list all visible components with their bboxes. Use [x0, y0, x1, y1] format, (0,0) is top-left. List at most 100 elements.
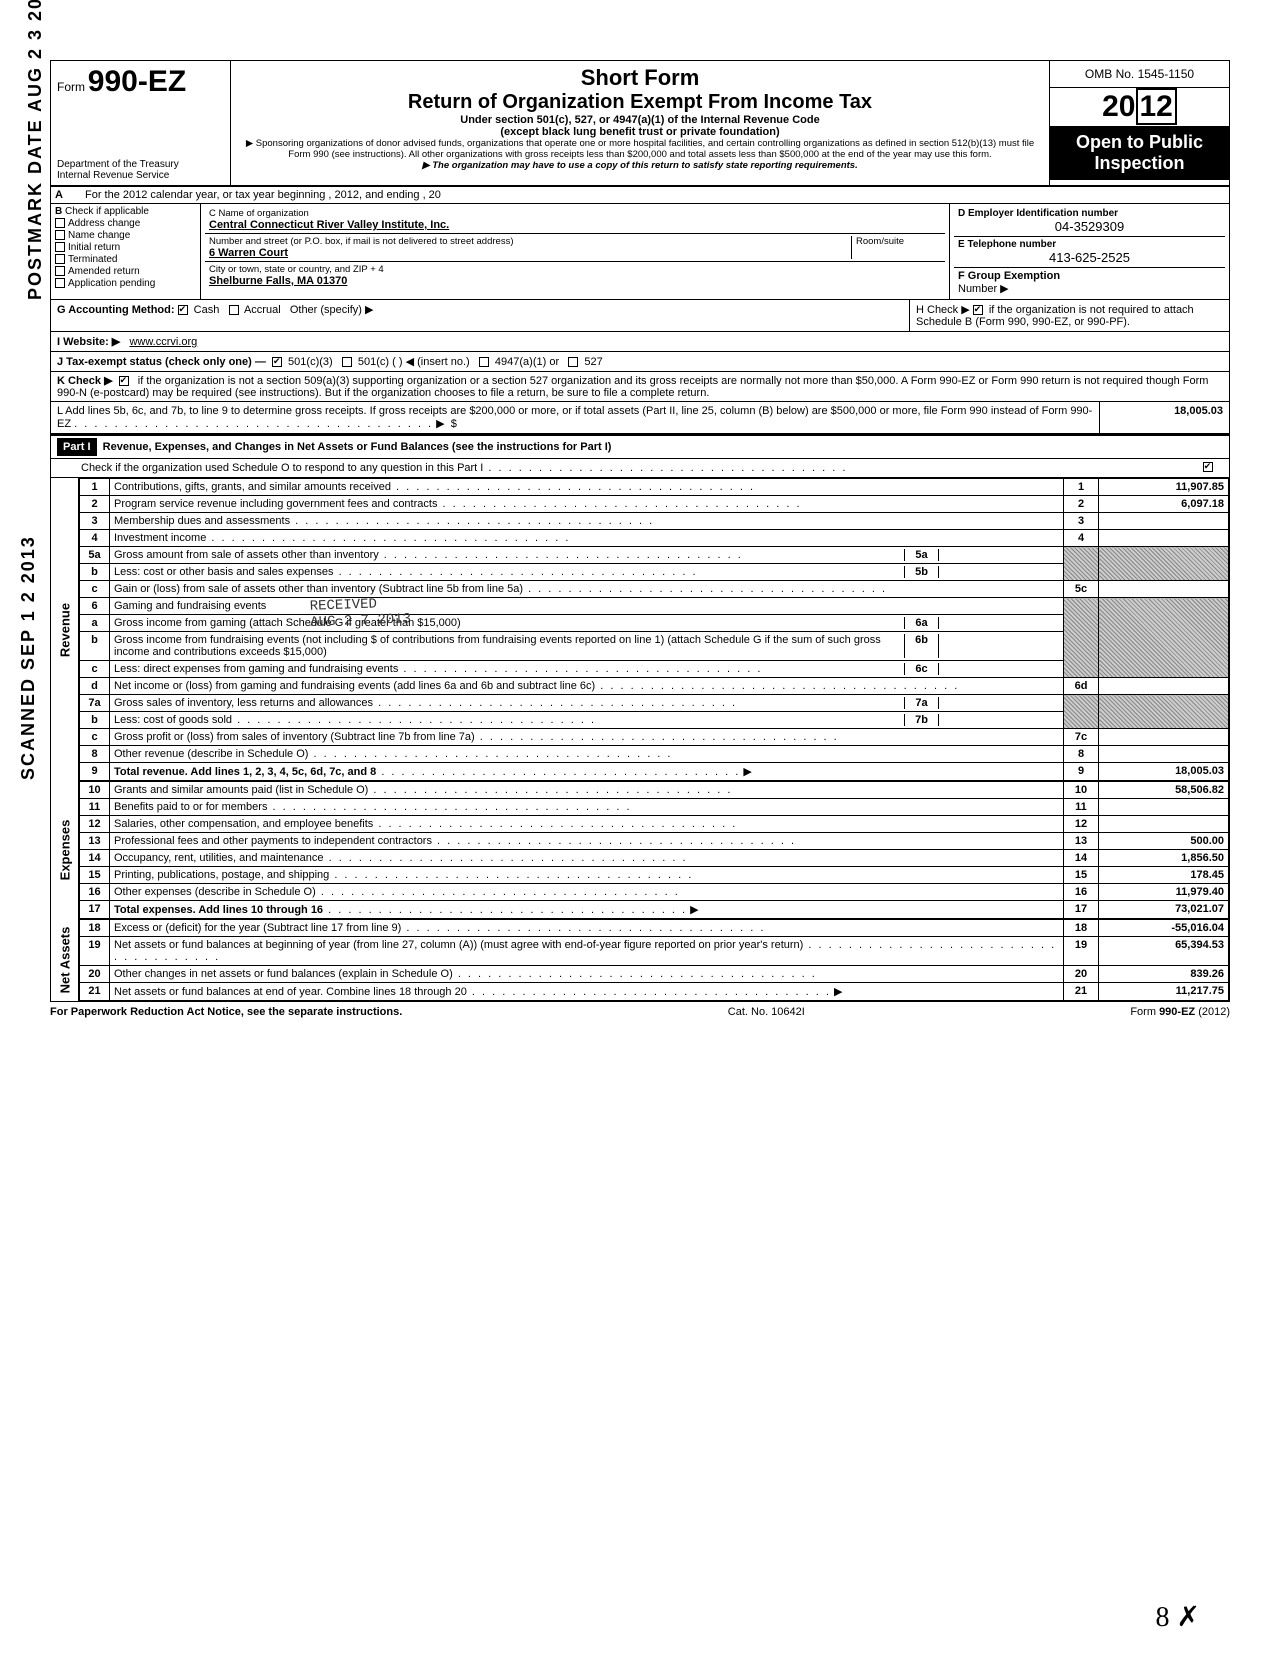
phone: 413-625-2525 — [958, 250, 1221, 265]
revenue-table: 1Contributions, gifts, grants, and simil… — [79, 478, 1229, 781]
cb-address-label: Address change — [68, 218, 140, 229]
form-number: 990-EZ — [88, 65, 186, 98]
open-line1: Open to Public — [1054, 132, 1225, 153]
cb-name[interactable] — [55, 230, 65, 240]
f-label2: Number ▶ — [958, 282, 1221, 295]
open-public-badge: Open to Public Inspection — [1050, 126, 1229, 180]
label-a: A — [51, 187, 81, 203]
s527-label: 527 — [584, 356, 602, 368]
l-amount: 18,005.03 — [1099, 402, 1229, 433]
street: 6 Warren Court — [209, 247, 851, 259]
handwritten-signature: 8 ✗ — [1156, 1600, 1200, 1634]
line-l: L Add lines 5b, 6c, and 7b, to line 9 to… — [51, 402, 1229, 434]
cb-501c[interactable] — [342, 357, 352, 367]
dept-label: Department of the Treasury — [57, 159, 224, 170]
org-name: Central Connecticut River Valley Institu… — [209, 219, 941, 231]
cb-pending-label: Application pending — [68, 278, 155, 289]
cb-cash[interactable] — [178, 305, 188, 315]
cb-initial-label: Initial return — [68, 242, 120, 253]
schedule-o-text: Check if the organization used Schedule … — [81, 462, 483, 474]
cb-4947[interactable] — [479, 357, 489, 367]
scanned-stamp: SCANNED SEP 1 2 2013 — [18, 535, 39, 780]
j-label: J Tax-exempt status (check only one) — — [57, 356, 266, 368]
footer-right: Form 990-EZ (2012) — [1130, 1006, 1230, 1018]
irs-label: Internal Revenue Service — [57, 170, 224, 181]
schedule-o-row: Check if the organization used Schedule … — [51, 459, 1229, 478]
copy-note: The organization may have to use a copy … — [239, 160, 1041, 171]
cb-accrual[interactable] — [229, 305, 239, 315]
d-label: D Employer Identification number — [958, 208, 1221, 219]
cb-pending[interactable] — [55, 278, 65, 288]
c-street-label: Number and street (or P.O. box, if mail … — [209, 236, 851, 247]
cb-amended-label: Amended return — [68, 266, 140, 277]
form-header: Form 990-EZ Department of the Treasury I… — [51, 61, 1229, 187]
section-def: D Employer Identification number 04-3529… — [949, 204, 1229, 299]
other-label: Other (specify) ▶ — [290, 304, 374, 316]
cb-address[interactable] — [55, 218, 65, 228]
c-label: 501(c) ( ) ◀ (insert no.) — [358, 356, 470, 368]
cash-label: Cash — [194, 304, 220, 316]
room-label: Room/suite — [851, 236, 941, 259]
line-k: K Check ▶ if the organization is not a s… — [51, 372, 1229, 402]
line-a-row: A For the 2012 calendar year, or tax yea… — [51, 187, 1229, 204]
cb-k[interactable] — [119, 376, 129, 386]
city: Shelburne Falls, MA 01370 — [209, 275, 941, 287]
accrual-label: Accrual — [244, 304, 281, 316]
ein: 04-3529309 — [958, 219, 1221, 234]
footer-center: Cat. No. 10642I — [728, 1006, 805, 1018]
k-label: K Check ▶ — [57, 375, 113, 387]
netassets-table: 18Excess or (deficit) for the year (Subt… — [79, 919, 1229, 1001]
section-b: B Check if applicable Address change Nam… — [51, 204, 201, 299]
cb-schedule-o[interactable] — [1203, 462, 1213, 472]
cb-527[interactable] — [568, 357, 578, 367]
subtitle-1: Under section 501(c), 527, or 4947(a)(1)… — [239, 114, 1041, 126]
cb-initial[interactable] — [55, 242, 65, 252]
line-j: J Tax-exempt status (check only one) — 5… — [51, 352, 1229, 372]
sponsor-note: Sponsoring organizations of donor advise… — [239, 138, 1041, 160]
cb-terminated-label: Terminated — [68, 254, 117, 265]
title-short-form: Short Form — [239, 65, 1041, 91]
cb-amended[interactable] — [55, 266, 65, 276]
cb-terminated[interactable] — [55, 254, 65, 264]
form-prefix: Form — [57, 80, 85, 94]
i-label: I Website: ▶ — [57, 336, 120, 348]
line-i: I Website: ▶ www.ccrvi.org — [51, 332, 1229, 352]
subtitle-2: (except black lung benefit trust or priv… — [239, 126, 1041, 138]
k-text: if the organization is not a section 509… — [57, 375, 1208, 399]
header-center: Short Form Return of Organization Exempt… — [231, 61, 1049, 185]
section-h: H Check ▶ if the organization is not req… — [909, 300, 1229, 331]
cb-name-label: Name change — [68, 230, 130, 241]
cb-501c3[interactable] — [272, 357, 282, 367]
year-prefix: 20 — [1102, 90, 1135, 123]
page-footer: For Paperwork Reduction Act Notice, see … — [50, 1002, 1230, 1022]
year-suffix: 12 — [1136, 88, 1177, 125]
c-city-label: City or town, state or country, and ZIP … — [209, 264, 941, 275]
line-gh: G Accounting Method: Cash Accrual Other … — [51, 300, 1229, 332]
b-title: Check if applicable — [65, 206, 149, 217]
expenses-section: Expenses 10Grants and similar amounts pa… — [51, 781, 1229, 919]
g-label: G Accounting Method: — [57, 304, 175, 316]
postmark-stamp: POSTMARK DATE AUG 2 3 2013 — [25, 0, 46, 300]
received-stamp: RECEIVEDAUG 2 7 2013 — [309, 595, 411, 630]
e-label: E Telephone number — [958, 239, 1221, 250]
line-a-text: For the 2012 calendar year, or tax year … — [81, 187, 1229, 203]
f-label: F Group Exemption — [958, 270, 1221, 282]
form-container: Form 990-EZ Department of the Treasury I… — [50, 60, 1230, 1002]
section-c: C Name of organization Central Connectic… — [201, 204, 949, 299]
bcdef-block: B Check if applicable Address change Nam… — [51, 204, 1229, 300]
revenue-side-label: Revenue — [51, 478, 79, 781]
c-name-label: C Name of organization — [209, 208, 941, 219]
footer-left: For Paperwork Reduction Act Notice, see … — [50, 1006, 402, 1018]
part1-title: Revenue, Expenses, and Changes in Net As… — [103, 441, 612, 453]
header-right: OMB No. 1545-1150 2012 Open to Public In… — [1049, 61, 1229, 185]
cb-h[interactable] — [973, 305, 983, 315]
part1-header-row: Part I Revenue, Expenses, and Changes in… — [51, 434, 1229, 459]
expenses-side-label: Expenses — [51, 781, 79, 919]
h-check-label: H Check ▶ — [916, 304, 970, 316]
c3-label: 501(c)(3) — [288, 356, 333, 368]
open-line2: Inspection — [1054, 153, 1225, 174]
title-return: Return of Organization Exempt From Incom… — [239, 91, 1041, 114]
header-left: Form 990-EZ Department of the Treasury I… — [51, 61, 231, 185]
expenses-table: 10Grants and similar amounts paid (list … — [79, 781, 1229, 919]
tax-year: 2012 — [1050, 88, 1229, 126]
